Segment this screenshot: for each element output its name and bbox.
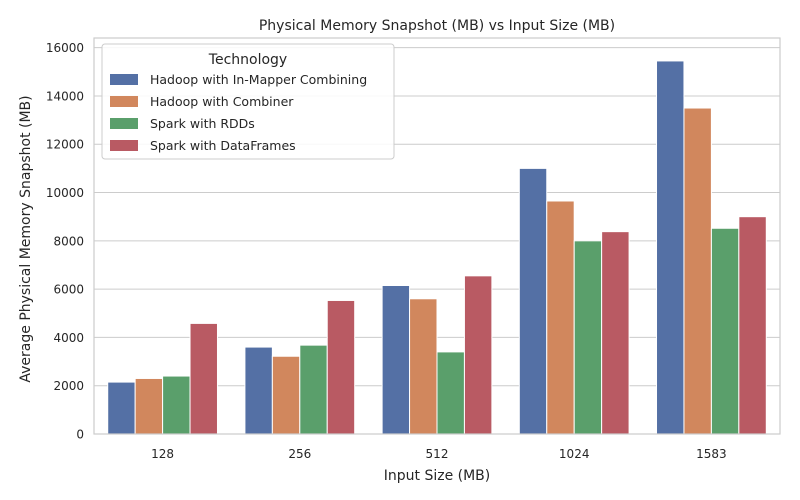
legend-entry-label: Hadoop with In-Mapper Combining	[150, 72, 367, 87]
bar-hadoop-with-combiner-1024	[546, 200, 575, 435]
y-tick-label: 2000	[53, 379, 84, 393]
chart-title: Physical Memory Snapshot (MB) vs Input S…	[259, 18, 615, 34]
bar-spark-with-dataframes-256	[326, 299, 356, 435]
y-tick-label: 14000	[46, 89, 84, 103]
y-tick-label: 8000	[53, 234, 84, 248]
legend-swatch	[110, 140, 138, 151]
x-tick-label: 1583	[696, 447, 727, 461]
bar-spark-with-rdds-128	[162, 375, 191, 435]
x-tick-label: 512	[426, 447, 449, 461]
bar-hadoop-with-in-mapper-combining-1024	[518, 167, 548, 435]
bar-hadoop-with-in-mapper-combining-128	[107, 381, 136, 435]
legend-entry-label: Hadoop with Combiner	[150, 94, 294, 109]
y-tick-label: 6000	[53, 283, 84, 297]
bar-spark-with-rdds-1024	[573, 240, 603, 435]
x-tick-label: 256	[288, 447, 311, 461]
y-tick-label: 16000	[46, 41, 84, 55]
bar-spark-with-rdds-256	[299, 344, 328, 435]
bar-hadoop-with-in-mapper-combining-1583	[656, 60, 685, 435]
y-tick-label: 12000	[46, 138, 84, 152]
legend-swatch	[110, 74, 138, 85]
bar-spark-with-dataframes-1583	[738, 216, 767, 435]
y-axis-label: Average Physical Memory Snapshot (MB)	[18, 95, 34, 382]
legend: Technology Hadoop with In-Mapper Combinin…	[101, 43, 395, 160]
legend-swatch	[110, 118, 138, 129]
legend-swatch	[110, 96, 138, 107]
bar-hadoop-with-combiner-512	[409, 298, 438, 435]
y-tick-label: 0	[76, 428, 84, 442]
x-tick-label: 128	[151, 447, 174, 461]
plot-frame	[93, 37, 781, 435]
bars-layer	[107, 60, 767, 435]
bar-hadoop-with-in-mapper-combining-512	[381, 285, 411, 435]
bar-spark-with-rdds-512	[436, 351, 465, 435]
y-tick-label: 10000	[46, 186, 84, 200]
legend-entry-label: Spark with DataFrames	[150, 138, 296, 153]
y-tick-label: 4000	[53, 331, 84, 345]
bar-spark-with-dataframes-1024	[601, 231, 630, 435]
bar-hadoop-with-combiner-128	[134, 377, 164, 435]
axes-layer: 0 2000 4000 6000 8000 10000 12000 14000 16000 128…	[46, 37, 781, 461]
legend-box	[101, 43, 395, 160]
bar-spark-with-dataframes-128	[189, 322, 218, 435]
bar-hadoop-with-combiner-1583	[683, 107, 712, 435]
bar-spark-with-dataframes-512	[463, 275, 493, 435]
legend-title: Technology	[208, 52, 287, 68]
x-axis-label: Input Size (MB)	[384, 468, 491, 484]
x-tick-label: 1024	[559, 447, 590, 461]
bar-spark-with-rdds-1583	[710, 227, 740, 435]
bar-hadoop-with-combiner-256	[271, 355, 301, 435]
bar-hadoop-with-in-mapper-combining-256	[244, 346, 273, 435]
legend-entry-label: Spark with RDDs	[150, 116, 255, 131]
